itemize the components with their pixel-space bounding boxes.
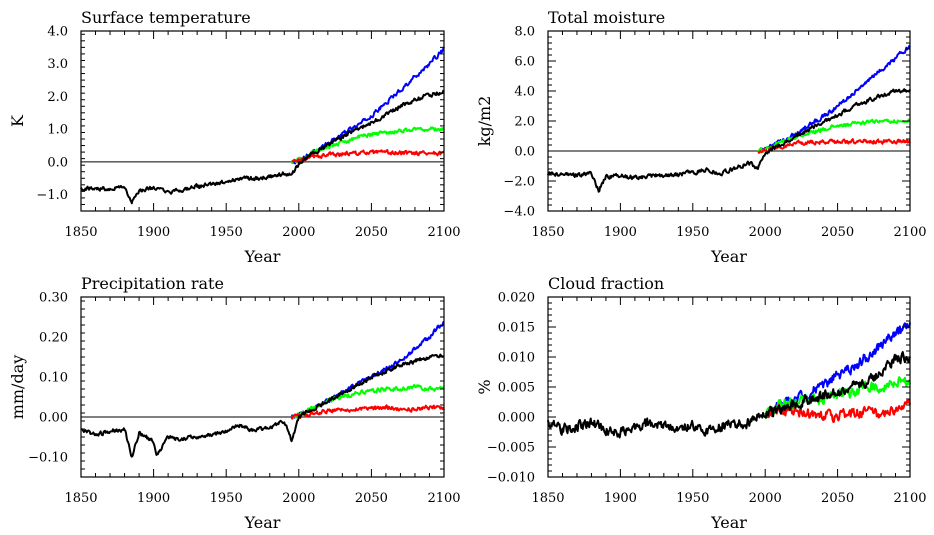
- y-axis-label: %: [475, 379, 494, 394]
- chart-panel-1: 1850 1900 1950 2000 2050 2100 −1.0 0.0 1.0 2.0 3.0…: [8, 8, 461, 266]
- plot-frame: [80, 296, 445, 478]
- x-axis-label: Year: [244, 247, 281, 266]
- series-line-3: [290, 404, 445, 420]
- y-tick-label: 4.0: [47, 25, 68, 40]
- x-tick-label: 1850: [531, 491, 564, 506]
- x-tick-label: 2100: [893, 491, 926, 506]
- x-tick-label: 1900: [137, 225, 170, 240]
- x-tick-label: 1900: [137, 491, 170, 506]
- x-tick-label: 1850: [64, 225, 97, 240]
- x-tick-label: 2100: [427, 491, 460, 506]
- x-tick-label: 1900: [604, 225, 637, 240]
- series-line-1: [290, 321, 445, 419]
- y-tick-label: 4.0: [514, 85, 535, 100]
- y-tick-label: 0.005: [498, 381, 535, 396]
- plot-frame: [547, 296, 911, 478]
- y-tick-label: 0.0: [47, 155, 68, 170]
- y-tick-label: 0.10: [39, 371, 68, 386]
- y-tick-label: −0.10: [28, 451, 68, 466]
- y-axis-label: kg/m2: [475, 96, 494, 147]
- x-tick-label: 1950: [210, 491, 243, 506]
- x-tick-label: 1950: [210, 225, 243, 240]
- x-axis-label: Year: [244, 513, 281, 532]
- series-line-2: [290, 126, 445, 165]
- x-tick-label: 1950: [676, 225, 709, 240]
- y-tick-label: −0.010: [487, 471, 535, 486]
- y-tick-label: −1.0: [36, 188, 68, 203]
- chart-title: Cloud fraction: [548, 274, 664, 293]
- x-tick-label: 2050: [355, 225, 388, 240]
- x-tick-label: 1850: [64, 491, 97, 506]
- series-line-4: [547, 351, 911, 439]
- y-tick-label: 0.0: [514, 145, 535, 160]
- y-tick-label: −2.0: [503, 175, 535, 190]
- x-tick-label: 2100: [893, 225, 926, 240]
- x-tick-label: 2000: [749, 225, 782, 240]
- series-line-4: [547, 88, 911, 193]
- x-axis-label: Year: [710, 513, 747, 532]
- y-tick-label: −0.005: [487, 441, 535, 456]
- series-line-2: [757, 118, 911, 154]
- y-tick-label: 0.20: [39, 331, 68, 346]
- series-line-1: [757, 44, 911, 154]
- y-tick-label: 8.0: [514, 25, 535, 40]
- x-tick-label: 2000: [282, 225, 315, 240]
- y-tick-label: 2.0: [514, 115, 535, 130]
- series-line-1: [291, 46, 445, 165]
- y-tick-label: 2.0: [47, 90, 68, 105]
- chart-panel-4: 1850 1900 1950 2000 2050 2100 −0.010 −0.005 0.00…: [475, 274, 927, 532]
- y-tick-label: 0.000: [498, 411, 535, 426]
- chart-title: Precipitation rate: [81, 274, 224, 293]
- chart-panel-3: 1850 1900 1950 2000 2050 2100 −0.10 0.00 0.10 0.2…: [8, 274, 461, 532]
- series-line-4: [80, 353, 445, 458]
- y-tick-label: 3.0: [47, 57, 68, 72]
- series-line-4: [80, 89, 445, 205]
- y-axis-label: mm/day: [8, 355, 27, 420]
- y-tick-label: 1.0: [47, 123, 68, 138]
- x-tick-label: 2000: [749, 491, 782, 506]
- y-tick-label: 0.30: [39, 291, 68, 306]
- x-tick-label: 1850: [531, 225, 564, 240]
- y-tick-label: 0.00: [39, 411, 68, 426]
- y-tick-label: −4.0: [503, 205, 535, 220]
- series-line-3: [757, 138, 911, 154]
- chart-title: Surface temperature: [81, 8, 251, 27]
- x-tick-label: 2100: [427, 225, 460, 240]
- x-tick-label: 2000: [282, 491, 315, 506]
- x-tick-label: 2050: [355, 491, 388, 506]
- x-tick-label: 2050: [821, 225, 854, 240]
- chart-title: Total moisture: [548, 8, 665, 27]
- y-tick-label: 0.010: [498, 351, 535, 366]
- x-axis-label: Year: [710, 247, 747, 266]
- y-tick-label: 6.0: [514, 55, 535, 70]
- y-tick-label: 0.020: [498, 291, 535, 306]
- x-tick-label: 2050: [821, 491, 854, 506]
- chart-panel-2: 1850 1900 1950 2000 2050 2100 −4.0 −2.0 0.0 2.0 4.…: [475, 8, 927, 266]
- series-line-3: [291, 149, 445, 163]
- plot-frame: [80, 30, 445, 212]
- y-tick-label: 0.015: [498, 321, 535, 336]
- x-tick-label: 1900: [604, 491, 637, 506]
- x-tick-label: 1950: [676, 491, 709, 506]
- y-axis-label: K: [8, 114, 27, 127]
